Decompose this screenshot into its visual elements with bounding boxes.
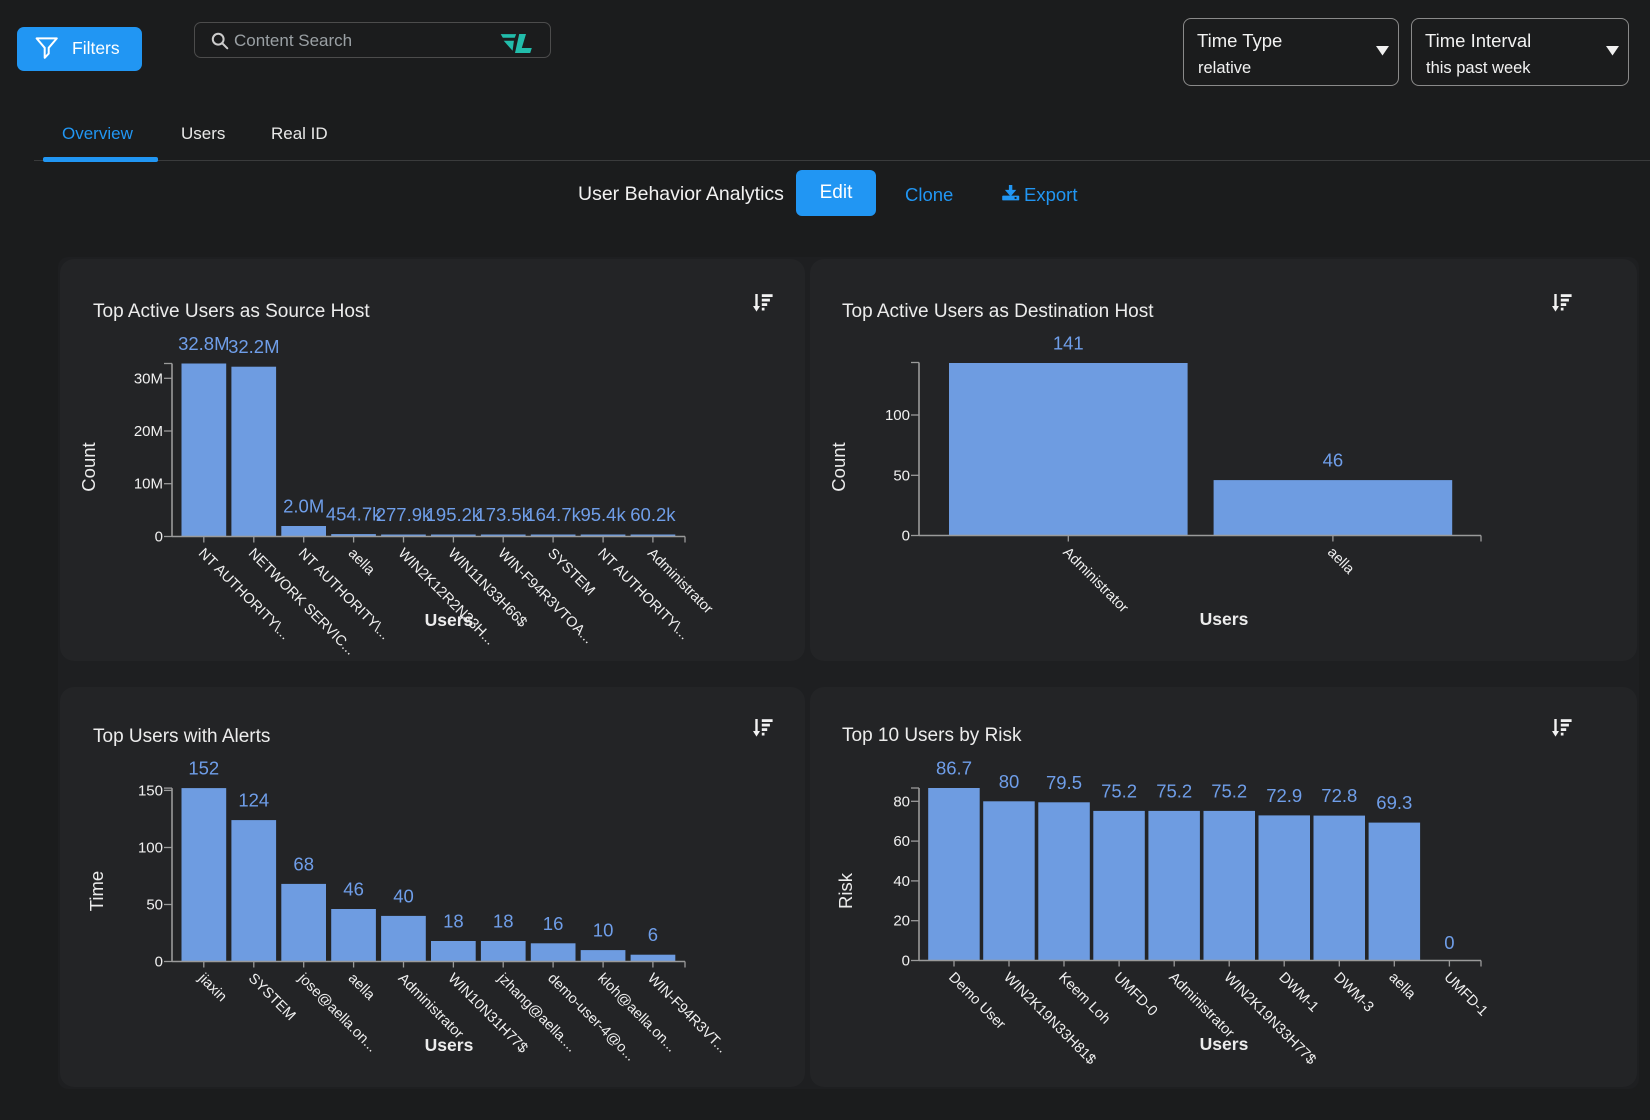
svg-text:164.7k: 164.7k <box>525 504 581 525</box>
svg-text:SYSTEM: SYSTEM <box>245 971 298 1024</box>
svg-text:Top Active Users as Source Hos: Top Active Users as Source Host <box>93 301 370 322</box>
svg-text:60.2k: 60.2k <box>630 504 676 525</box>
svg-text:UMFD-1: UMFD-1 <box>1441 970 1491 1020</box>
svg-text:2.0M: 2.0M <box>283 496 324 517</box>
svg-text:40: 40 <box>893 873 910 890</box>
svg-text:86.7: 86.7 <box>936 758 972 779</box>
svg-text:20: 20 <box>893 913 910 930</box>
svg-text:173.5k: 173.5k <box>475 504 531 525</box>
svg-text:32.8M: 32.8M <box>178 333 229 354</box>
svg-text:454.7k: 454.7k <box>326 504 382 525</box>
svg-text:NT AUTHORITY\...: NT AUTHORITY\... <box>295 546 393 644</box>
svg-text:72.8: 72.8 <box>1321 785 1357 806</box>
svg-text:95.4k: 95.4k <box>580 504 626 525</box>
svg-text:79.5: 79.5 <box>1046 772 1082 793</box>
svg-text:NT AUTHORITY\...: NT AUTHORITY\... <box>195 546 293 644</box>
svg-text:50: 50 <box>146 897 163 914</box>
svg-text:Demo User: Demo User <box>945 970 1008 1033</box>
svg-text:6: 6 <box>648 924 658 945</box>
svg-text:demo-user-4@o...: demo-user-4@o... <box>544 971 638 1065</box>
svg-text:Count: Count <box>78 442 99 491</box>
svg-text:0: 0 <box>155 529 163 546</box>
svg-text:20M: 20M <box>134 423 163 440</box>
svg-text:80: 80 <box>999 771 1020 792</box>
svg-text:Top 10 Users by Risk: Top 10 Users by Risk <box>842 725 1022 746</box>
svg-text:Administrator: Administrator <box>1059 545 1131 617</box>
svg-text:18: 18 <box>493 911 514 932</box>
svg-text:UMFD-0: UMFD-0 <box>1110 970 1160 1020</box>
svg-text:10: 10 <box>593 920 614 941</box>
svg-text:Keem Loh: Keem Loh <box>1055 970 1113 1028</box>
svg-text:195.2k: 195.2k <box>426 504 482 525</box>
svg-text:152: 152 <box>188 758 219 779</box>
svg-text:WIN2K12R2N33H...: WIN2K12R2N33H... <box>395 546 498 649</box>
svg-text:16: 16 <box>543 913 564 934</box>
svg-text:100: 100 <box>885 407 910 424</box>
svg-text:0: 0 <box>902 953 910 970</box>
svg-text:0: 0 <box>902 528 910 545</box>
svg-text:aella: aella <box>345 546 379 580</box>
svg-text:DWM-3: DWM-3 <box>1330 970 1376 1016</box>
svg-text:141: 141 <box>1053 333 1084 354</box>
svg-text:75.2: 75.2 <box>1101 780 1137 801</box>
svg-text:72.9: 72.9 <box>1266 785 1302 806</box>
svg-text:18: 18 <box>443 911 464 932</box>
svg-text:aella: aella <box>1324 545 1358 579</box>
svg-text:0: 0 <box>1444 932 1454 953</box>
svg-text:68: 68 <box>293 853 314 874</box>
svg-text:WIN2K19N33H81$: WIN2K19N33H81$ <box>1000 970 1099 1069</box>
svg-text:80: 80 <box>893 793 910 810</box>
svg-text:Count: Count <box>828 442 849 491</box>
svg-text:75.2: 75.2 <box>1211 780 1247 801</box>
svg-text:32.2M: 32.2M <box>228 336 279 357</box>
svg-text:46: 46 <box>1323 450 1344 471</box>
svg-text:NT AUTHORITY\...: NT AUTHORITY\... <box>594 546 692 644</box>
svg-text:aella: aella <box>345 971 379 1005</box>
svg-text:277.9k: 277.9k <box>376 504 432 525</box>
svg-text:40: 40 <box>393 885 414 906</box>
svg-text:aella: aella <box>1385 970 1419 1004</box>
svg-text:DWM-1: DWM-1 <box>1275 970 1321 1016</box>
svg-text:Time: Time <box>86 871 107 911</box>
svg-text:Top Active Users as Destinatio: Top Active Users as Destination Host <box>842 301 1154 322</box>
svg-text:Risk: Risk <box>835 872 856 909</box>
svg-text:jiaxin: jiaxin <box>194 970 229 1005</box>
svg-text:Users: Users <box>1200 609 1249 629</box>
svg-text:10M: 10M <box>134 476 163 493</box>
svg-text:150: 150 <box>138 782 163 799</box>
svg-text:46: 46 <box>343 879 364 900</box>
svg-text:Users: Users <box>1200 1034 1249 1054</box>
svg-text:Users: Users <box>425 1035 474 1055</box>
svg-text:60: 60 <box>893 833 910 850</box>
svg-text:Top Users with Alerts: Top Users with Alerts <box>93 726 270 747</box>
svg-text:50: 50 <box>893 467 910 484</box>
svg-text:0: 0 <box>155 954 163 971</box>
svg-text:100: 100 <box>138 840 163 857</box>
svg-text:WIN-F94R3VTOA...: WIN-F94R3VTOA... <box>494 546 596 648</box>
svg-text:124: 124 <box>238 790 269 811</box>
svg-text:75.2: 75.2 <box>1156 780 1192 801</box>
svg-text:30M: 30M <box>134 370 163 387</box>
svg-text:Users: Users <box>425 610 474 630</box>
svg-text:69.3: 69.3 <box>1376 792 1412 813</box>
